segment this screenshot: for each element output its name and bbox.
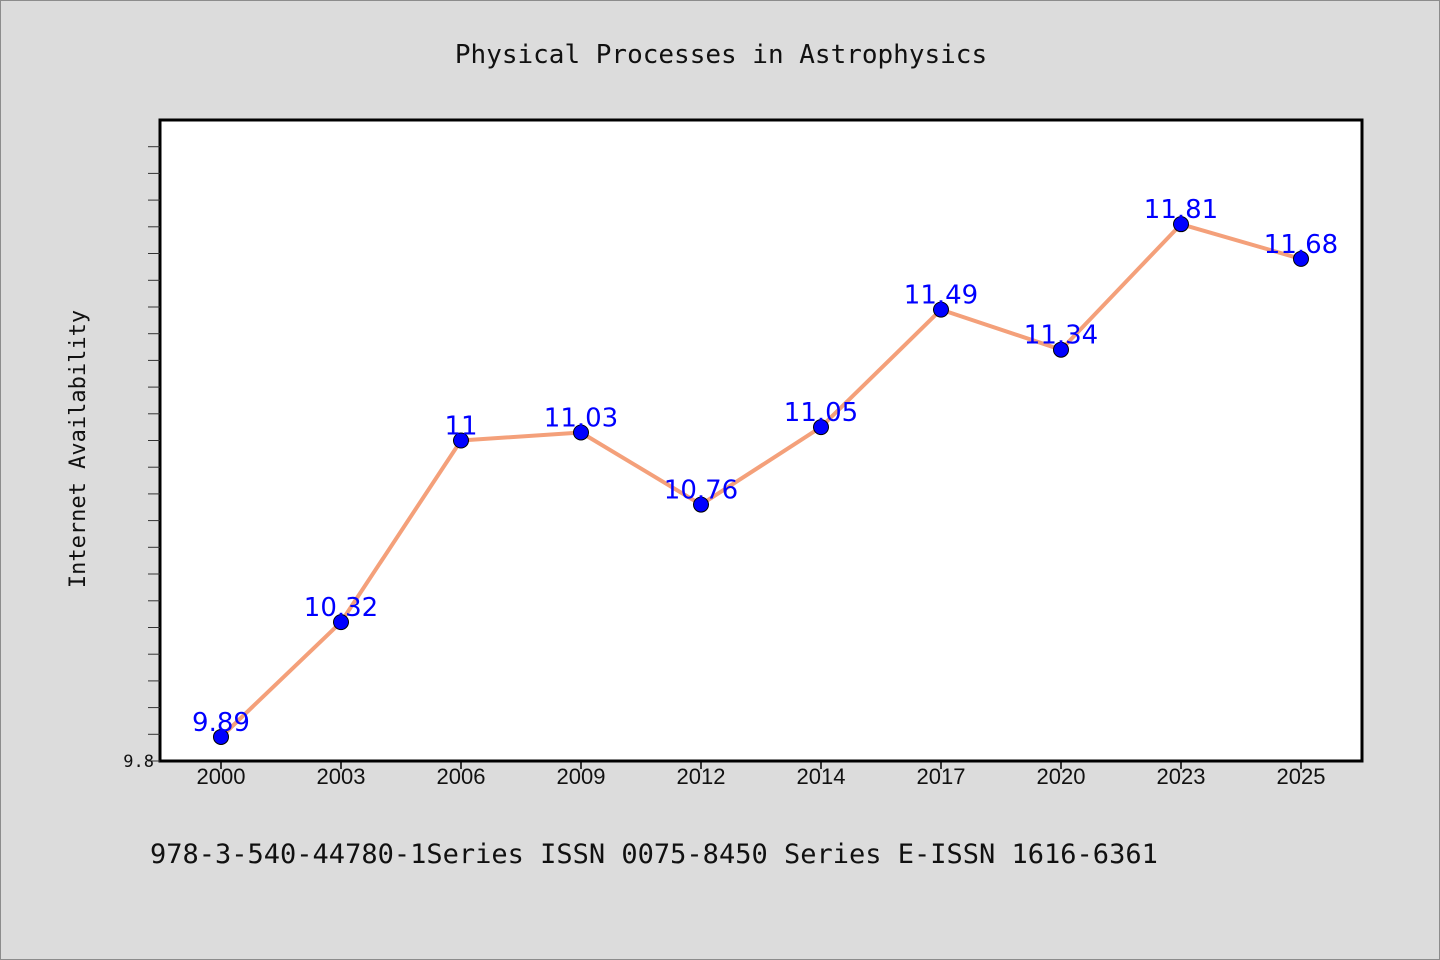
data-point-2020 (1053, 341, 1069, 358)
data-markers (213, 216, 1309, 745)
data-label-2006: 11 (444, 412, 477, 442)
data-label-2009: 11.03 (544, 403, 618, 433)
x-axis-ticks: 2000 2003 2006 2009 2012 2014 2017 2020 2023 2025 (197, 761, 1326, 789)
data-label-2017: 11.49 (904, 281, 978, 311)
data-point-2023 (1173, 216, 1189, 233)
x-tick-label-2009: 2009 (557, 764, 606, 789)
data-label-2003: 10.32 (304, 593, 378, 623)
data-point-2009 (573, 424, 589, 441)
data-point-2025 (1293, 250, 1309, 267)
series-line (219, 222, 1303, 739)
series-line-group (219, 222, 1303, 739)
x-tick-label-2020: 2020 (1037, 764, 1086, 789)
data-label-2014: 11.05 (784, 398, 858, 428)
x-tick-label-2023: 2023 (1157, 764, 1206, 789)
y-axis-ticks: 9.8 (123, 146, 160, 772)
footer-isbn-issn: 978-3-540-44780-1Series ISSN 0075-8450 S… (150, 839, 1158, 870)
y-axis-label: Internet Availability (66, 310, 91, 588)
data-label-2023: 11.81 (1144, 195, 1218, 225)
data-point-2014 (813, 419, 829, 436)
x-tick-label-2000: 2000 (197, 764, 246, 789)
data-point-2000 (213, 728, 229, 745)
plot-area (158, 118, 1364, 763)
data-label-2025: 11.68 (1264, 230, 1338, 260)
data-label-2000: 9.89 (192, 708, 250, 738)
x-tick-label-2012: 2012 (677, 764, 726, 789)
x-tick-label-2003: 2003 (317, 764, 366, 789)
x-tick-label-2014: 2014 (797, 764, 846, 789)
data-label-2012: 10.76 (664, 476, 738, 506)
y-tick-label-0: 9.8 (123, 752, 154, 772)
data-label-2020: 11.34 (1024, 321, 1098, 351)
data-point-2017 (933, 301, 949, 318)
x-tick-label-2025: 2025 (1277, 764, 1326, 789)
data-point-2006 (453, 432, 469, 449)
data-labels: 9.89 10.32 11 11.03 10.76 11.05 11.49 11.34 11.8… (192, 195, 1338, 738)
x-tick-label-2017: 2017 (917, 764, 966, 789)
data-point-2012 (693, 496, 709, 513)
data-point-2003 (333, 614, 349, 631)
chart-title: Physical Processes in Astrophysics (455, 40, 987, 70)
x-tick-label-2006: 2006 (437, 764, 486, 789)
